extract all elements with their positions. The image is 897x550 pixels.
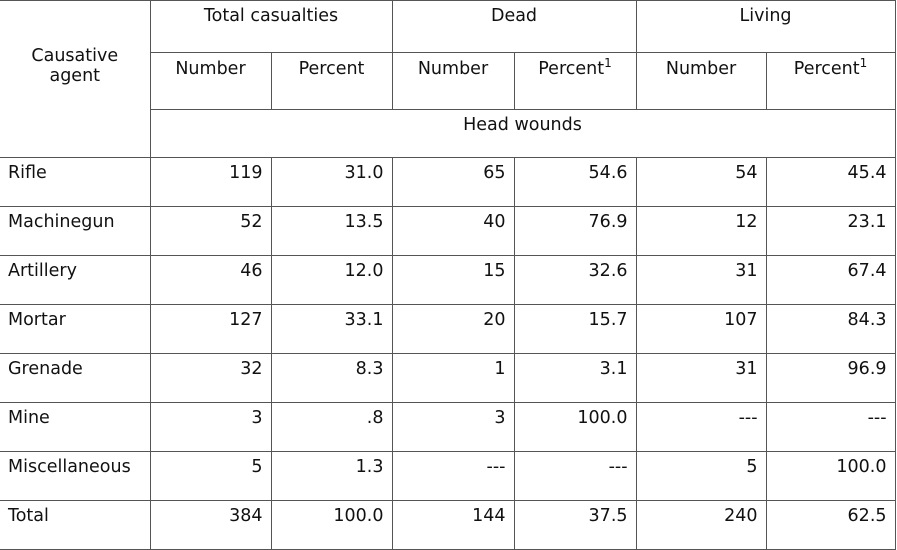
cell-dead-number: 40 xyxy=(391,206,515,256)
cell-living-number: 31 xyxy=(635,255,767,305)
living-header: Living xyxy=(635,0,896,53)
dead-percent-header: Percent1 xyxy=(513,52,637,110)
row-agent-label: Total xyxy=(0,500,151,550)
row-agent-label: Miscellaneous xyxy=(0,451,151,501)
total-percent-header: Percent xyxy=(270,52,393,110)
causative-agent-header: Causative agent xyxy=(0,0,151,158)
cell-living-percent: 62.5 xyxy=(765,500,896,550)
living-percent-label: Percent xyxy=(793,59,860,79)
cell-living-number: 107 xyxy=(635,304,767,354)
cell-dead-number: 20 xyxy=(391,304,515,354)
cell-dead-number: 1 xyxy=(391,353,515,403)
cell-total-number: 46 xyxy=(149,255,272,305)
cell-dead-number: 65 xyxy=(391,157,515,207)
cell-dead-percent: 3.1 xyxy=(513,353,637,403)
cell-dead-percent: 76.9 xyxy=(513,206,637,256)
footnote-mark: 1 xyxy=(604,56,612,70)
table-row: Machinegun 52 13.5 40 76.9 12 23.1 xyxy=(0,206,896,256)
table-row: Artillery 46 12.0 15 32.6 31 67.4 xyxy=(0,255,896,305)
row-agent-label: Mortar xyxy=(0,304,151,354)
cell-living-percent: 96.9 xyxy=(765,353,896,403)
cell-total-percent: 8.3 xyxy=(270,353,393,403)
section-label-head-wounds: Head wounds xyxy=(149,109,896,158)
cell-living-number: 5 xyxy=(635,451,767,501)
cell-dead-number: 144 xyxy=(391,500,515,550)
living-number-header: Number xyxy=(635,52,767,110)
cell-dead-number: 3 xyxy=(391,402,515,452)
cell-living-percent: 67.4 xyxy=(765,255,896,305)
row-agent-label: Rifle xyxy=(0,157,151,207)
row-agent-label: Grenade xyxy=(0,353,151,403)
cell-total-number: 384 xyxy=(149,500,272,550)
table-row: Mine 3.8 3 100.0 --- --- xyxy=(0,402,896,452)
table-header: Causative agent Total casualties Dead Li… xyxy=(0,0,896,158)
cell-total-percent: .8 xyxy=(270,402,393,452)
cell-total-number: 5 xyxy=(149,451,272,501)
table-row: Grenade 32 8.3 1 3.1 31 96.9 xyxy=(0,353,896,403)
cell-dead-percent: 32.6 xyxy=(513,255,637,305)
total-casualties-header: Total casualties xyxy=(149,0,393,53)
total-number-header: Number xyxy=(149,52,272,110)
cell-living-number: 31 xyxy=(635,353,767,403)
cell-living-number: 54 xyxy=(635,157,767,207)
cell-total-percent: 31.0 xyxy=(270,157,393,207)
row-agent-label: Mine xyxy=(0,402,151,452)
table-body: Rifle 119 31.0 65 54.6 54 45.4 Machinegun 52 13.5… xyxy=(0,157,896,550)
cell-total-percent: 1.3 xyxy=(270,451,393,501)
cell-living-number: 12 xyxy=(635,206,767,256)
row-agent-label: Artillery xyxy=(0,255,151,305)
dead-percent-label: Percent xyxy=(538,59,605,79)
cell-total-number: 3 xyxy=(149,402,272,452)
cell-total-number: 32 xyxy=(149,353,272,403)
cell-living-percent: 23.1 xyxy=(765,206,896,256)
cell-total-number: 119 xyxy=(149,157,272,207)
row-agent-label: Machinegun xyxy=(0,206,151,256)
cell-dead-percent: 37.5 xyxy=(513,500,637,550)
dead-number-header: Number xyxy=(391,52,515,110)
cell-dead-percent: 54.6 xyxy=(513,157,637,207)
cell-dead-percent: 15.7 xyxy=(513,304,637,354)
table-row: Mortar 127 33.1 20 15.7 107 84.3 xyxy=(0,304,896,354)
table-row: Total 384 100.0 144 37.5 240 62.5 xyxy=(0,500,896,550)
cell-total-percent: 33.1 xyxy=(270,304,393,354)
cell-living-percent: 45.4 xyxy=(765,157,896,207)
cell-total-number: 127 xyxy=(149,304,272,354)
living-percent-header: Percent1 xyxy=(765,52,896,110)
cell-total-percent: 13.5 xyxy=(270,206,393,256)
cell-living-percent: --- xyxy=(765,402,896,452)
table-row: Rifle 119 31.0 65 54.6 54 45.4 xyxy=(0,157,896,207)
cell-living-percent: 100.0 xyxy=(765,451,896,501)
cell-dead-number: 15 xyxy=(391,255,515,305)
cell-dead-percent: 100.0 xyxy=(513,402,637,452)
cell-total-percent: 12.0 xyxy=(270,255,393,305)
dead-header: Dead xyxy=(391,0,637,53)
table-row: Miscellaneous 5 1.3 --- --- 5 100.0 xyxy=(0,451,896,501)
cell-living-number: 240 xyxy=(635,500,767,550)
cell-living-number: --- xyxy=(635,402,767,452)
footnote-mark: 1 xyxy=(859,56,868,70)
cell-living-percent: 84.3 xyxy=(765,304,896,354)
cell-dead-number: --- xyxy=(391,451,515,501)
cell-dead-percent: --- xyxy=(513,451,637,501)
cell-total-number: 52 xyxy=(149,206,272,256)
cell-total-percent: 100.0 xyxy=(270,500,393,550)
